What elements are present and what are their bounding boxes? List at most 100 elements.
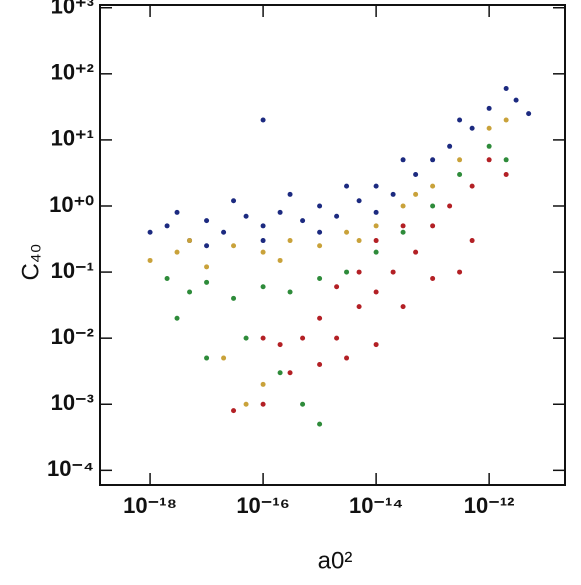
point	[373, 238, 379, 244]
point	[164, 223, 170, 229]
point	[317, 243, 323, 249]
point	[430, 157, 436, 163]
point	[513, 97, 519, 103]
point	[174, 209, 180, 215]
point	[277, 370, 283, 376]
point	[469, 125, 475, 131]
point	[287, 238, 293, 244]
point	[486, 143, 492, 149]
plot-frame	[99, 4, 566, 486]
point	[204, 243, 210, 249]
point	[317, 361, 323, 367]
point	[260, 401, 266, 407]
point	[277, 257, 283, 263]
point	[344, 269, 350, 275]
point	[503, 157, 509, 163]
y-tick-label: 10⁻¹	[51, 258, 94, 283]
point	[457, 171, 463, 177]
point	[260, 381, 266, 387]
y-tick-label: 10⁻²	[51, 324, 94, 349]
x-tick-label: 10⁻¹⁴	[349, 493, 403, 518]
point	[334, 335, 340, 341]
point	[447, 143, 453, 149]
point	[300, 335, 306, 341]
point	[204, 279, 210, 285]
point	[204, 264, 210, 270]
point	[287, 370, 293, 376]
point	[260, 238, 266, 244]
point	[373, 249, 379, 255]
y-tick-label: 10⁺²	[51, 60, 94, 85]
point	[430, 223, 436, 229]
point	[413, 171, 419, 177]
point	[469, 238, 475, 244]
point	[147, 257, 153, 263]
point	[344, 355, 350, 361]
point	[344, 183, 350, 189]
point	[503, 171, 509, 177]
point	[317, 421, 323, 427]
point	[526, 111, 532, 117]
point	[231, 295, 237, 301]
point	[147, 229, 153, 235]
point	[317, 315, 323, 321]
point	[400, 229, 406, 235]
point	[486, 125, 492, 131]
point	[430, 183, 436, 189]
y-tick-label: 10⁺³	[51, 0, 94, 19]
point	[373, 183, 379, 189]
point	[277, 342, 283, 348]
point	[204, 355, 210, 361]
point	[317, 229, 323, 235]
point	[287, 289, 293, 295]
x-axis-title: a0²	[318, 547, 353, 574]
point	[400, 304, 406, 310]
point	[277, 209, 283, 215]
y-tick-label: 10⁻³	[51, 390, 94, 415]
point	[447, 203, 453, 209]
point	[373, 223, 379, 229]
y-tick-label: 10⁺⁰	[49, 192, 94, 217]
point	[400, 223, 406, 229]
point	[503, 85, 509, 91]
point	[356, 269, 362, 275]
point	[356, 304, 362, 310]
point	[187, 289, 193, 295]
point	[457, 269, 463, 275]
point	[373, 209, 379, 215]
y-tick-label: 10⁻⁴	[47, 456, 94, 481]
point	[243, 401, 249, 407]
point	[390, 191, 396, 197]
point	[287, 191, 293, 197]
point	[503, 117, 509, 123]
point	[243, 213, 249, 219]
point	[356, 238, 362, 244]
point	[164, 275, 170, 281]
point	[486, 105, 492, 111]
point	[373, 289, 379, 295]
point	[430, 275, 436, 281]
point	[344, 229, 350, 235]
point	[221, 229, 227, 235]
point	[486, 157, 492, 163]
point	[430, 203, 436, 209]
point	[231, 198, 237, 204]
point	[317, 275, 323, 281]
point	[260, 223, 266, 229]
point	[260, 284, 266, 290]
point	[390, 269, 396, 275]
point	[174, 249, 180, 255]
point	[400, 203, 406, 209]
point	[413, 249, 419, 255]
point	[373, 342, 379, 348]
x-tick-label: 10⁻¹²	[464, 493, 515, 518]
point	[356, 198, 362, 204]
point	[243, 335, 249, 341]
point	[457, 117, 463, 123]
point	[174, 315, 180, 321]
x-tick-label: 10⁻¹⁸	[123, 493, 177, 518]
point	[187, 238, 193, 244]
point	[260, 117, 266, 123]
